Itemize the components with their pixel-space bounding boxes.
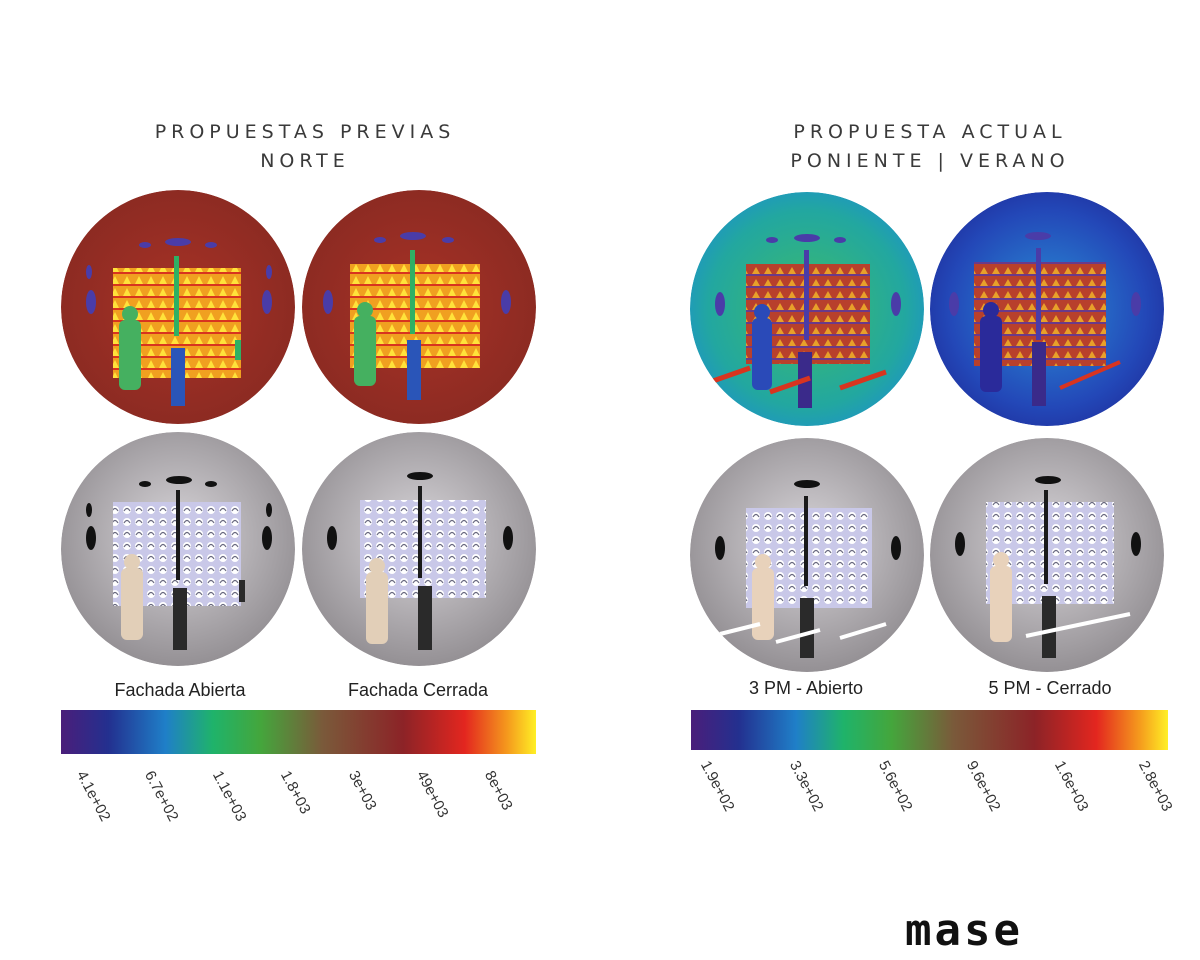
left-scale-tick: 4.1e+02 bbox=[72, 768, 114, 825]
caption-3pm-abierto: 3 PM - Abierto bbox=[748, 678, 864, 698]
left-scale-tick: 6.7e+02 bbox=[140, 768, 182, 825]
right-scale-tick: 5.6e+02 bbox=[874, 758, 916, 815]
right-title-line2: PONIENTE | VERANO bbox=[790, 150, 1070, 172]
right-scale-tick: 9.6e+02 bbox=[962, 758, 1004, 815]
caption-fachada-abierta: Fachada Abierta bbox=[114, 680, 246, 700]
right-scale-tick: 1.6e+03 bbox=[1050, 758, 1092, 815]
render-abierta-norte bbox=[61, 432, 295, 666]
left-scale-tick: 1.1e+03 bbox=[208, 768, 250, 825]
heatmap-cerrada-norte bbox=[302, 190, 536, 424]
caption-5pm-cerrado: 5 PM - Cerrado bbox=[988, 678, 1112, 698]
right-scale-tick: 1.9e+02 bbox=[696, 758, 738, 815]
heatmap-3pm-abierto bbox=[690, 192, 924, 426]
left-title-line1: PROPUESTAS PREVIAS bbox=[154, 121, 456, 143]
heatmap-abierta-norte bbox=[61, 190, 295, 424]
render-cerrada-norte bbox=[302, 432, 536, 666]
left-color-scale bbox=[61, 710, 536, 754]
left-title: PROPUESTAS PREVIAS NORTE bbox=[120, 118, 490, 176]
caption-fachada-cerrada: Fachada Cerrada bbox=[347, 680, 489, 700]
right-scale-tick: 3.3e+02 bbox=[785, 758, 827, 815]
render-5pm-cerrado bbox=[930, 438, 1164, 672]
heatmap-5pm-cerrado bbox=[930, 192, 1164, 426]
right-title-line1: PROPUESTA ACTUAL bbox=[793, 121, 1067, 143]
left-scale-tick: 49e+03 bbox=[412, 768, 452, 821]
right-title: PROPUESTA ACTUAL PONIENTE | VERANO bbox=[740, 118, 1120, 176]
render-3pm-abierto bbox=[690, 438, 924, 672]
left-scale-tick: 3e+03 bbox=[344, 768, 380, 814]
left-scale-tick: 1.8+03 bbox=[276, 768, 314, 817]
brand-logo: mase bbox=[905, 905, 1023, 956]
left-scale-tick: 8e+03 bbox=[480, 768, 516, 814]
left-title-line2: NORTE bbox=[260, 150, 350, 172]
right-scale-tick: 2.8e+03 bbox=[1134, 758, 1176, 815]
right-color-scale bbox=[691, 710, 1168, 750]
